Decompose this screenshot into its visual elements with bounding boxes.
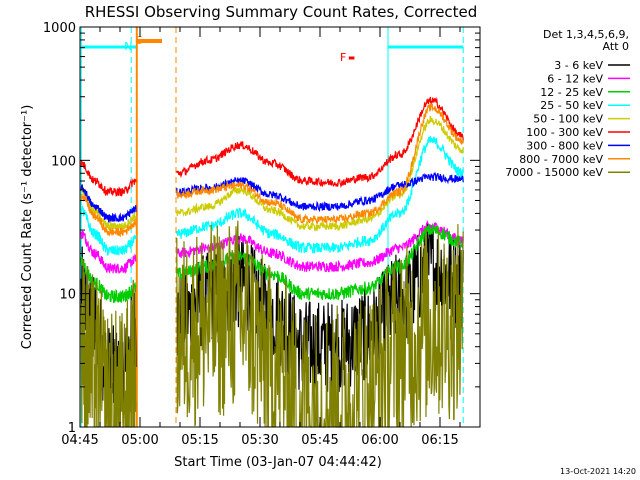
legend-entry-label: 3 - 6 keV xyxy=(554,59,603,72)
x-tick-label: 04:45 xyxy=(61,433,98,448)
y-tick-label: 100 xyxy=(51,154,76,169)
x-axis-label: Start Time (03-Jan-07 04:44:42) xyxy=(174,455,382,470)
y-tick-label: 1 xyxy=(68,421,76,436)
axes-layer: 1 10 100 1000 04:45 05:00 05:15 05:30 05:45 06:00… xyxy=(43,21,481,448)
legend-header-detectors: Det 1,3,4,5,6,9, xyxy=(543,28,629,41)
x-tick-label: 06:00 xyxy=(361,433,398,448)
legend-entry-label: 100 - 300 keV xyxy=(526,126,603,139)
legend-entry-label: 6 - 12 keV xyxy=(547,72,603,85)
legend-header-attenuator: Att 0 xyxy=(603,40,629,53)
series-line-2-seg2 xyxy=(176,224,464,301)
legend-entry-label: 7000 - 15000 keV xyxy=(505,166,603,179)
series-line-5-seg2 xyxy=(176,96,464,188)
x-tick-label: 05:15 xyxy=(181,433,218,448)
legend-entry-label: 25 - 50 keV xyxy=(540,99,603,112)
series-line-5-seg1 xyxy=(80,160,137,197)
legend-entry-label: 50 - 100 keV xyxy=(533,113,603,126)
chart-title: RHESSI Observing Summary Count Rates, Co… xyxy=(85,3,478,21)
legend-entry-label: 12 - 25 keV xyxy=(540,86,603,99)
night-marker-label: N xyxy=(124,40,132,53)
x-tick-label: 05:45 xyxy=(301,433,338,448)
saa-marker-label: S xyxy=(136,34,143,47)
series-line-1-seg1 xyxy=(80,230,137,275)
y-tick-label: 1000 xyxy=(43,21,76,36)
legend-entry-label: 300 - 800 keV xyxy=(526,139,603,152)
y-axis-label: Corrected Count Rate (s⁻¹ detector⁻¹) xyxy=(20,105,35,350)
series-line-1-seg2 xyxy=(176,220,464,273)
footer-timestamp: 13-Oct-2021 14:20 xyxy=(560,467,636,476)
series-line-4-seg2 xyxy=(176,115,464,232)
series-line-7-seg2 xyxy=(176,103,464,226)
x-tick-label: 06:15 xyxy=(421,433,458,448)
legend-entry-label: 800 - 7000 keV xyxy=(519,153,603,166)
y-tick-label: 10 xyxy=(59,288,76,303)
series-line-6-seg1 xyxy=(80,184,137,223)
series-line-8-seg1 xyxy=(80,259,137,428)
series-line-3-seg1 xyxy=(80,205,137,256)
x-tick-label: 05:30 xyxy=(241,433,278,448)
flare-marker-label: F xyxy=(340,51,346,64)
series-line-7-seg1 xyxy=(80,194,137,238)
x-tick-label: 05:00 xyxy=(121,433,158,448)
